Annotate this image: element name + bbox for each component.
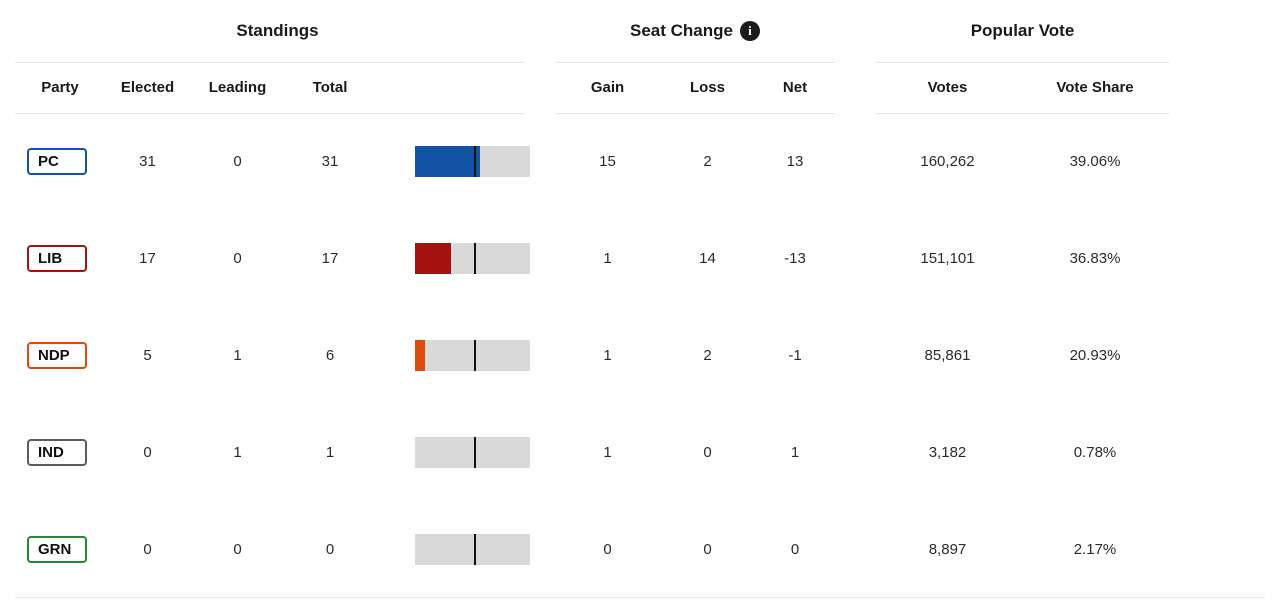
popular-vote-section-title: Popular Vote <box>875 0 1170 62</box>
seat-change-section-title: Seat Change i <box>555 0 835 62</box>
standings-section-title: Standings <box>15 0 540 62</box>
seat-bar-cell <box>375 113 540 210</box>
total-value: 17 <box>321 250 339 267</box>
popular-vote-title-divider <box>875 62 1170 63</box>
column-header-party: Party <box>41 79 79 96</box>
net-value: 1 <box>790 444 800 461</box>
seat-bar-track <box>415 243 530 274</box>
total-value: 31 <box>321 153 339 170</box>
party-badge: LIB <box>27 245 87 272</box>
seat-change-title-text: Seat Change <box>630 21 733 40</box>
column-header-gain: Gain <box>590 79 625 96</box>
gain-value: 1 <box>603 444 612 461</box>
majority-marker <box>473 534 476 565</box>
column-header-net: Net <box>782 79 808 96</box>
party-badge: PC <box>27 148 87 175</box>
vote-share-value: 2.17% <box>1073 541 1117 558</box>
standings-header-divider <box>15 113 525 114</box>
seat-bar-track <box>415 534 530 565</box>
column-header-total: Total <box>312 79 348 96</box>
table-row-party-cell: IND <box>15 404 105 501</box>
seat-bar-track <box>415 340 530 371</box>
table-row-party-cell: NDP <box>15 307 105 404</box>
leading-value: 1 <box>233 347 242 364</box>
popular-vote-header-divider <box>875 113 1170 114</box>
elected-value: 5 <box>143 347 152 364</box>
column-header-votes: Votes <box>927 79 968 96</box>
loss-value: 14 <box>699 250 716 267</box>
elected-value: 0 <box>143 444 152 461</box>
party-badge: NDP <box>27 342 87 369</box>
popular-vote-title-text: Popular Vote <box>970 21 1075 40</box>
seat-bar-cell <box>375 501 540 598</box>
seat-bar-cell <box>375 307 540 404</box>
table-row-party-cell: GRN <box>15 501 105 598</box>
party-badge: GRN <box>27 536 87 563</box>
vote-share-value: 20.93% <box>1069 347 1121 364</box>
column-header-leading: Leading <box>208 79 267 96</box>
total-value: 6 <box>325 347 335 364</box>
table-row-party-cell: PC <box>15 113 105 210</box>
party-badge: IND <box>27 439 87 466</box>
info-icon[interactable]: i <box>739 21 760 41</box>
column-header-vote-share: Vote Share <box>1056 79 1134 96</box>
majority-marker <box>473 146 476 177</box>
column-header-elected: Elected <box>120 79 175 96</box>
total-value: 1 <box>325 444 335 461</box>
loss-value: 2 <box>703 153 712 170</box>
gain-value: 15 <box>599 153 616 170</box>
majority-marker <box>473 437 476 468</box>
net-value: 13 <box>786 153 804 170</box>
net-value: -13 <box>784 250 806 267</box>
majority-marker <box>473 340 476 371</box>
votes-value: 3,182 <box>928 444 967 461</box>
net-value: -1 <box>788 347 802 364</box>
standings-title-text: Standings <box>236 21 319 40</box>
column-header-loss: Loss <box>689 79 725 96</box>
elected-value: 17 <box>139 250 156 267</box>
votes-value: 85,861 <box>924 347 971 364</box>
seat-bar-fill <box>415 340 426 371</box>
vote-share-value: 39.06% <box>1069 153 1121 170</box>
gain-value: 1 <box>603 347 612 364</box>
seat-change-title-divider <box>555 62 835 63</box>
vote-share-value: 0.78% <box>1073 444 1117 461</box>
vote-share-value: 36.83% <box>1069 250 1121 267</box>
seat-bar-fill <box>415 243 451 274</box>
leading-value: 0 <box>233 153 242 170</box>
seat-bar-cell <box>375 404 540 501</box>
leading-value: 0 <box>233 250 242 267</box>
elected-value: 31 <box>139 153 156 170</box>
table-row-party-cell: LIB <box>15 210 105 307</box>
gain-value: 0 <box>603 541 612 558</box>
seat-change-header-divider <box>555 113 835 114</box>
seat-bar-cell <box>375 210 540 307</box>
votes-value: 160,262 <box>920 153 975 170</box>
leading-value: 1 <box>233 444 242 461</box>
votes-value: 151,101 <box>920 250 975 267</box>
seat-bar-track <box>415 146 530 177</box>
seat-bar-fill <box>415 146 480 177</box>
loss-value: 0 <box>703 541 712 558</box>
elected-value: 0 <box>143 541 152 558</box>
bottom-divider <box>15 597 1265 598</box>
total-value: 0 <box>325 541 335 558</box>
leading-value: 0 <box>233 541 242 558</box>
majority-marker <box>473 243 476 274</box>
loss-value: 2 <box>703 347 712 364</box>
loss-value: 0 <box>703 444 712 461</box>
standings-title-divider <box>15 62 525 63</box>
net-value: 0 <box>790 541 800 558</box>
seat-bar-track <box>415 437 530 468</box>
votes-value: 8,897 <box>928 541 967 558</box>
gain-value: 1 <box>603 250 612 267</box>
